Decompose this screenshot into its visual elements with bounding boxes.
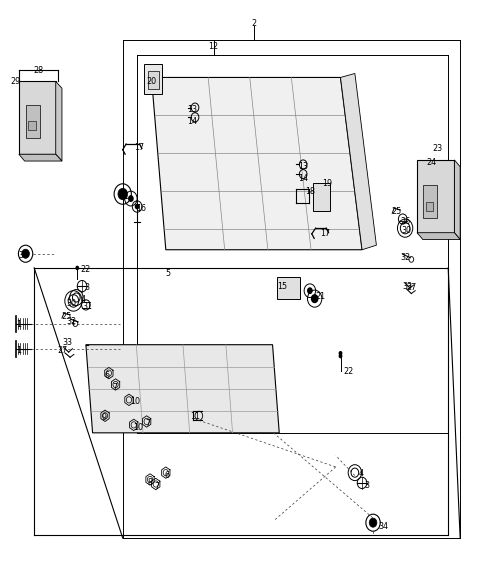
- Circle shape: [135, 203, 140, 209]
- Text: 22: 22: [80, 264, 90, 274]
- Text: 17: 17: [321, 229, 331, 238]
- Text: 27: 27: [406, 283, 417, 292]
- Polygon shape: [56, 82, 62, 161]
- Text: 21: 21: [120, 192, 130, 201]
- Text: 25: 25: [392, 206, 402, 215]
- Text: 23: 23: [432, 144, 442, 153]
- Text: 27: 27: [58, 346, 68, 355]
- Text: 32: 32: [66, 317, 77, 327]
- Polygon shape: [152, 78, 362, 250]
- Polygon shape: [455, 160, 460, 239]
- Text: 33: 33: [403, 282, 412, 291]
- Text: 6: 6: [165, 471, 170, 480]
- Text: 4: 4: [81, 295, 86, 304]
- Text: 8: 8: [148, 478, 153, 487]
- Text: 7: 7: [154, 482, 159, 491]
- Bar: [148, 71, 158, 89]
- Text: 7: 7: [112, 383, 117, 392]
- Polygon shape: [19, 82, 56, 154]
- Text: 7: 7: [145, 419, 151, 428]
- Text: 22: 22: [343, 367, 354, 376]
- Circle shape: [75, 266, 79, 270]
- Bar: [423, 185, 437, 218]
- Text: 18: 18: [305, 187, 315, 196]
- Circle shape: [338, 354, 342, 359]
- Text: 2: 2: [252, 19, 257, 28]
- Bar: [28, 121, 36, 131]
- Bar: [313, 182, 330, 211]
- Text: 32: 32: [400, 253, 410, 262]
- Polygon shape: [340, 74, 376, 250]
- Text: 26: 26: [400, 217, 410, 226]
- Circle shape: [128, 195, 134, 202]
- Text: 3: 3: [364, 481, 370, 490]
- Bar: [144, 64, 162, 94]
- Text: 28: 28: [33, 66, 43, 75]
- Text: 14: 14: [187, 117, 197, 126]
- Bar: [277, 277, 300, 299]
- Text: 12: 12: [209, 42, 219, 51]
- Text: 10: 10: [133, 422, 143, 431]
- Text: 21: 21: [315, 292, 325, 301]
- Polygon shape: [417, 233, 460, 239]
- Text: 9: 9: [101, 413, 107, 422]
- Polygon shape: [86, 345, 279, 433]
- Text: 1: 1: [16, 346, 22, 355]
- Polygon shape: [417, 160, 455, 233]
- Text: 13: 13: [299, 162, 308, 171]
- Text: 24: 24: [426, 158, 436, 166]
- Text: 31: 31: [83, 302, 93, 311]
- Text: 14: 14: [299, 174, 308, 182]
- Text: 34: 34: [379, 522, 389, 531]
- Text: 19: 19: [323, 180, 333, 188]
- Circle shape: [369, 518, 377, 527]
- Bar: [426, 202, 433, 211]
- Text: 30: 30: [402, 226, 411, 235]
- Text: 25: 25: [61, 312, 72, 321]
- Text: 1: 1: [16, 320, 22, 329]
- Circle shape: [118, 188, 128, 200]
- Text: 4: 4: [359, 469, 364, 478]
- Text: 30: 30: [67, 299, 76, 308]
- Circle shape: [22, 249, 29, 258]
- Text: 11: 11: [190, 413, 200, 421]
- Text: 5: 5: [166, 269, 171, 278]
- Circle shape: [311, 294, 319, 303]
- Text: 16: 16: [136, 203, 146, 213]
- Text: 3: 3: [84, 283, 89, 292]
- Text: 6: 6: [105, 372, 109, 381]
- Circle shape: [338, 351, 342, 356]
- Text: 17: 17: [134, 143, 144, 152]
- Text: 33: 33: [63, 339, 72, 348]
- Circle shape: [307, 287, 313, 294]
- Text: 34: 34: [19, 251, 29, 260]
- Text: 20: 20: [146, 77, 156, 86]
- Text: 10: 10: [130, 397, 140, 406]
- Polygon shape: [19, 154, 62, 161]
- Text: 13: 13: [187, 105, 197, 115]
- Text: 29: 29: [10, 77, 20, 86]
- Bar: [25, 105, 40, 139]
- Text: 15: 15: [277, 282, 287, 291]
